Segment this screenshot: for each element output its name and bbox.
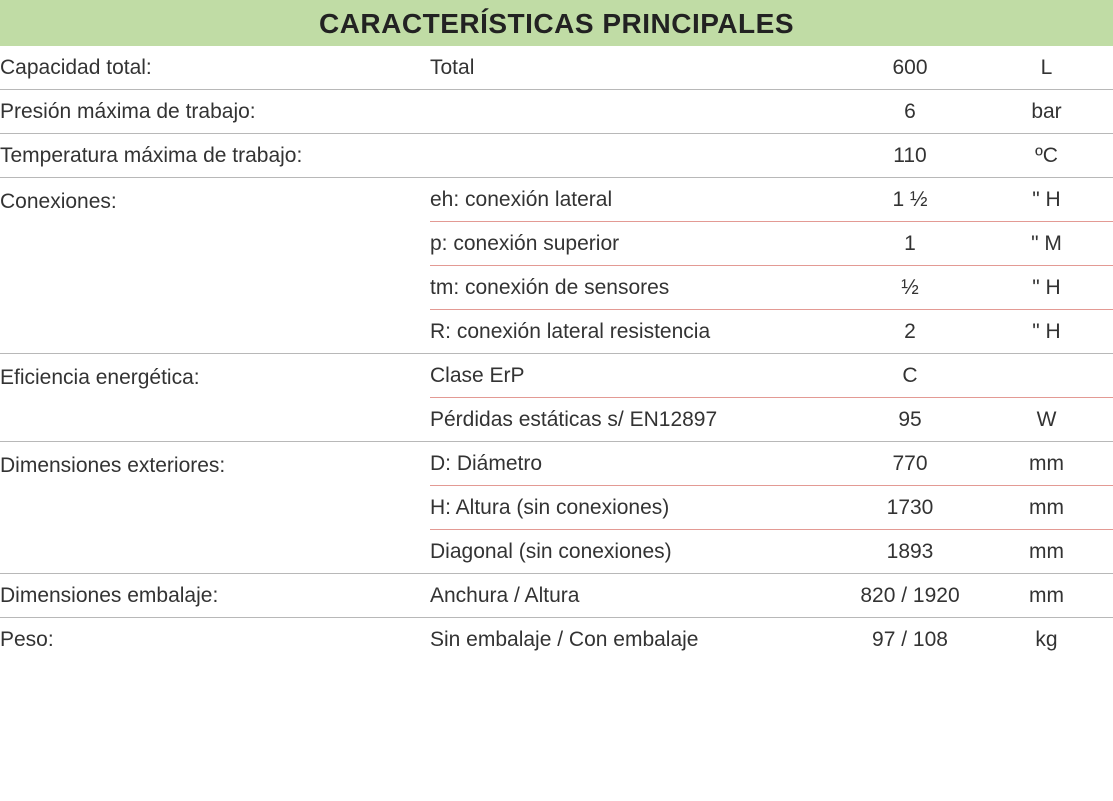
group-label: Peso:: [0, 618, 430, 662]
unit-cell: " H: [980, 178, 1113, 222]
group-label: Dimensiones exteriores:: [0, 442, 430, 574]
param-cell: eh: conexión lateral: [430, 178, 840, 222]
unit-cell: " H: [980, 310, 1113, 354]
value-cell: ½: [840, 266, 980, 310]
value-cell: 2: [840, 310, 980, 354]
value-cell: 6: [840, 90, 980, 134]
spec-sheet: CARACTERÍSTICAS PRINCIPALES Capacidad to…: [0, 0, 1113, 661]
table-row: Presión máxima de trabajo: 6bar: [0, 90, 1113, 134]
param-cell: Clase ErP: [430, 354, 840, 398]
unit-cell: ºC: [980, 134, 1113, 178]
table-row: Dimensiones exteriores:D: Diámetro770mm: [0, 442, 1113, 486]
unit-cell: [980, 354, 1113, 398]
unit-cell: W: [980, 398, 1113, 442]
spec-table: Capacidad total:Total600LPresión máxima …: [0, 46, 1113, 661]
param-cell: [430, 90, 840, 134]
value-cell: 1730: [840, 486, 980, 530]
unit-cell: kg: [980, 618, 1113, 662]
table-row: Conexiones:eh: conexión lateral1 ½" H: [0, 178, 1113, 222]
value-cell: C: [840, 354, 980, 398]
unit-cell: mm: [980, 442, 1113, 486]
group-label: Eficiencia energética:: [0, 354, 430, 442]
unit-cell: " H: [980, 266, 1113, 310]
group-label: Capacidad total:: [0, 46, 430, 90]
value-cell: 600: [840, 46, 980, 90]
param-cell: Pérdidas estáticas s/ EN12897: [430, 398, 840, 442]
value-cell: 110: [840, 134, 980, 178]
param-cell: R: conexión lateral resistencia: [430, 310, 840, 354]
value-cell: 1 ½: [840, 178, 980, 222]
param-cell: H: Altura (sin conexiones): [430, 486, 840, 530]
group-label: Dimensiones embalaje:: [0, 574, 430, 618]
group-label: Presión máxima de trabajo:: [0, 90, 430, 134]
param-cell: tm: conexión de sensores: [430, 266, 840, 310]
value-cell: 820 / 1920: [840, 574, 980, 618]
value-cell: 1893: [840, 530, 980, 574]
unit-cell: L: [980, 46, 1113, 90]
param-cell: p: conexión superior: [430, 222, 840, 266]
param-cell: Total: [430, 46, 840, 90]
param-cell: Anchura / Altura: [430, 574, 840, 618]
table-row: Temperatura máxima de trabajo: 110ºC: [0, 134, 1113, 178]
param-cell: Diagonal (sin conexiones): [430, 530, 840, 574]
table-row: Capacidad total:Total600L: [0, 46, 1113, 90]
unit-cell: bar: [980, 90, 1113, 134]
param-cell: Sin embalaje / Con embalaje: [430, 618, 840, 662]
spec-table-body: Capacidad total:Total600LPresión máxima …: [0, 46, 1113, 661]
unit-cell: " M: [980, 222, 1113, 266]
param-cell: [430, 134, 840, 178]
unit-cell: mm: [980, 574, 1113, 618]
unit-cell: mm: [980, 486, 1113, 530]
unit-cell: mm: [980, 530, 1113, 574]
value-cell: 1: [840, 222, 980, 266]
table-row: Peso:Sin embalaje / Con embalaje97 / 108…: [0, 618, 1113, 662]
table-row: Dimensiones embalaje:Anchura / Altura820…: [0, 574, 1113, 618]
table-row: Eficiencia energética:Clase ErPC: [0, 354, 1113, 398]
value-cell: 95: [840, 398, 980, 442]
group-label: Conexiones:: [0, 178, 430, 354]
value-cell: 770: [840, 442, 980, 486]
page-title: CARACTERÍSTICAS PRINCIPALES: [319, 8, 794, 39]
param-cell: D: Diámetro: [430, 442, 840, 486]
group-label: Temperatura máxima de trabajo:: [0, 134, 430, 178]
title-bar: CARACTERÍSTICAS PRINCIPALES: [0, 0, 1113, 46]
value-cell: 97 / 108: [840, 618, 980, 662]
